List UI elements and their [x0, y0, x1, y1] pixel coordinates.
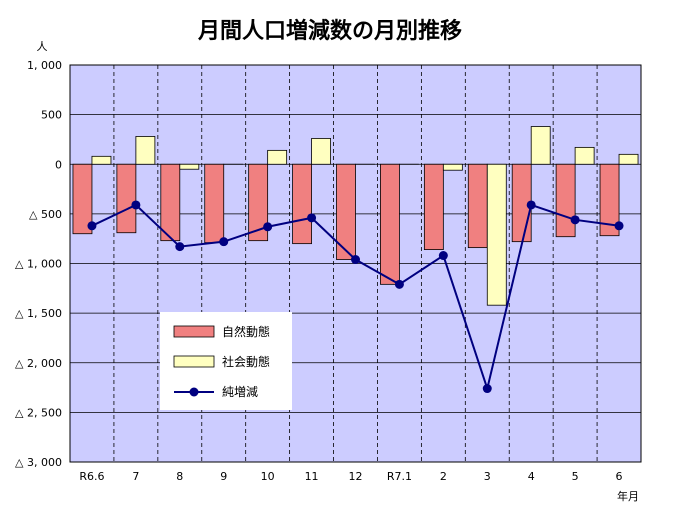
- y-tick-label: 1, 000: [27, 59, 62, 72]
- x-tick-label: 8: [176, 470, 183, 483]
- bar-natural-change: [292, 163, 312, 245]
- x-tick-label: 6: [616, 470, 623, 483]
- line-point-net-change: [394, 279, 404, 289]
- bar-social-change: [267, 149, 288, 165]
- x-tick-label: R7.1: [387, 470, 412, 483]
- line-point-net-change: [307, 213, 317, 223]
- y-tick-label: △ 3, 000: [15, 456, 62, 469]
- x-tick-label: 10: [261, 470, 275, 483]
- x-tick-label: 9: [220, 470, 227, 483]
- x-tick-label: 7: [132, 470, 139, 483]
- y-axis-unit-label: 人: [37, 40, 48, 53]
- bar-natural-change: [555, 163, 576, 238]
- line-point-net-change: [219, 237, 229, 247]
- legend-label: 自然動態: [222, 324, 270, 339]
- bar-natural-change: [423, 163, 444, 251]
- bar-natural-change: [116, 163, 137, 234]
- x-tick-label: R6.6: [79, 470, 104, 483]
- y-tick-label: △ 2, 500: [15, 406, 62, 419]
- bar-social-change: [179, 163, 200, 170]
- line-point-net-change: [351, 255, 360, 265]
- bar-natural-change: [599, 163, 620, 237]
- line-point-net-change: [614, 221, 624, 231]
- bar-natural-change: [336, 163, 356, 260]
- bar-social-change: [135, 136, 156, 165]
- bar-social-change: [530, 126, 551, 165]
- y-tick-label: △ 1, 000: [15, 258, 62, 271]
- legend-swatch-marker: [189, 387, 199, 397]
- legend-swatch: [173, 355, 215, 368]
- bar-natural-change: [380, 163, 400, 285]
- y-tick-label: 500: [41, 109, 62, 122]
- x-tick-label: 3: [484, 470, 491, 483]
- bar-social-change: [311, 138, 331, 165]
- bar-social-change: [486, 163, 507, 306]
- y-tick-label: △ 2, 000: [15, 357, 62, 370]
- chart-title: 月間人口増減数の月別推移: [197, 18, 462, 44]
- legend-swatch: [173, 325, 215, 338]
- line-point-net-change: [131, 200, 141, 210]
- y-tick-label: 0: [55, 158, 62, 171]
- x-tick-label: 11: [305, 470, 319, 483]
- bar-natural-change: [467, 163, 488, 249]
- line-point-net-change: [87, 221, 97, 231]
- bar-social-change: [442, 163, 463, 171]
- line-point-net-change: [175, 242, 185, 252]
- bar-natural-change: [248, 163, 269, 242]
- bar-social-change: [574, 146, 595, 165]
- bar-natural-change: [72, 163, 93, 235]
- line-point-net-change: [482, 384, 492, 394]
- x-axis-unit-label: 年月: [617, 489, 639, 503]
- line-point-net-change: [570, 215, 580, 225]
- x-tick-label: 5: [572, 470, 579, 483]
- y-tick-label: △ 500: [29, 208, 62, 221]
- line-point-net-change: [526, 200, 536, 210]
- line-point-net-change: [438, 251, 448, 261]
- bar-natural-change: [204, 163, 225, 244]
- bar-social-change: [91, 155, 112, 165]
- x-tick-label: 12: [349, 470, 363, 483]
- bar-natural-change: [160, 163, 181, 242]
- legend-label: 社会動態: [222, 354, 270, 369]
- legend-label: 純増減: [222, 384, 258, 399]
- x-tick-label: 2: [440, 470, 447, 483]
- x-tick-label: 4: [528, 470, 535, 483]
- y-tick-label: △ 1, 500: [15, 307, 62, 320]
- bar-social-change: [618, 153, 639, 165]
- line-point-net-change: [263, 222, 273, 232]
